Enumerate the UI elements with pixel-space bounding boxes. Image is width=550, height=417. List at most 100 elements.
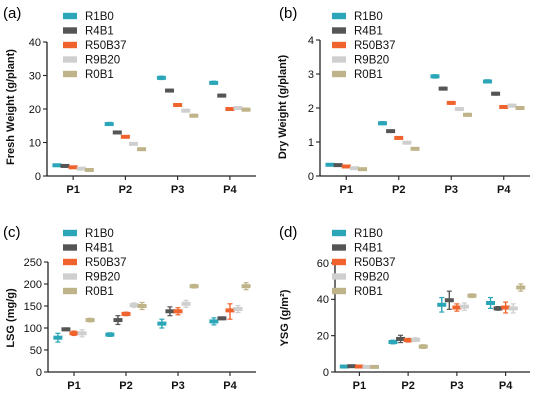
data-point xyxy=(333,163,343,168)
legend-swatch xyxy=(63,258,77,266)
data-point xyxy=(112,130,122,135)
legend: R1B0 R4B1 R50B37 R9B20 R0B1 xyxy=(63,228,127,298)
data-point xyxy=(165,88,175,93)
series-R0B1 xyxy=(84,107,251,172)
data-point xyxy=(173,309,183,314)
data-point xyxy=(507,103,517,108)
data-point xyxy=(347,364,357,369)
y-tick-label: 50 xyxy=(30,345,42,357)
data-point xyxy=(53,335,63,340)
data-point xyxy=(241,284,251,289)
y-tick-label: 3 xyxy=(308,69,314,81)
legend-entry: R4B1 xyxy=(85,243,114,255)
series-R50B37 xyxy=(354,301,511,369)
data-point xyxy=(454,107,464,112)
data-point xyxy=(137,147,147,152)
legend: R1B0 R4B1 R50B37 R9B20 R0B1 xyxy=(332,228,396,298)
data-point xyxy=(499,104,509,109)
data-point xyxy=(233,307,243,312)
legend-entry: R0B1 xyxy=(354,69,383,81)
data-point xyxy=(77,331,87,336)
y-tick-label: 40 xyxy=(317,294,329,306)
legend-entry: R0B1 xyxy=(85,69,114,81)
data-point xyxy=(341,164,351,169)
data-point xyxy=(386,129,396,134)
data-point xyxy=(120,134,130,139)
y-tick-label: 150 xyxy=(24,301,42,313)
x-tick-label: P4 xyxy=(499,380,513,392)
panel-label: (d) xyxy=(279,224,297,241)
data-point xyxy=(113,318,123,323)
data-point xyxy=(217,316,227,321)
x-tick-label: P2 xyxy=(119,380,132,392)
chart-panel-3: (c) 0 50 100 150 200 250 P1 P2 P3 P4 LSG (mg/g) R1B0… xyxy=(3,224,256,392)
data-point xyxy=(463,112,473,117)
legend-entry: R50B37 xyxy=(354,40,396,52)
series-R9B20 xyxy=(76,105,243,171)
data-point xyxy=(241,107,251,112)
data-point xyxy=(209,319,219,324)
data-point xyxy=(225,107,235,111)
x-tick-label: P3 xyxy=(171,380,184,392)
chart-panel-1: (a) 0 10 20 30 40 P1 P2 P3 P4 Fresh Weight (g/plan… xyxy=(3,5,256,196)
data-point xyxy=(128,141,138,146)
data-point xyxy=(137,304,147,308)
data-point xyxy=(84,167,94,172)
legend-swatch xyxy=(332,273,346,280)
legend-entry: R1B0 xyxy=(85,11,114,23)
legend-swatch xyxy=(63,287,77,295)
x-tick-label: P2 xyxy=(119,184,132,196)
data-point xyxy=(486,300,496,305)
data-point xyxy=(411,337,421,342)
x-tick-label: P2 xyxy=(401,380,414,392)
data-point xyxy=(68,165,78,170)
legend-entry: R9B20 xyxy=(354,272,389,284)
data-point xyxy=(61,327,71,332)
data-point xyxy=(121,311,131,316)
data-point xyxy=(515,106,525,110)
series-R0B1 xyxy=(369,283,526,369)
data-point xyxy=(189,284,199,289)
legend-swatch xyxy=(63,229,77,237)
data-point xyxy=(501,305,511,310)
data-point xyxy=(181,301,191,306)
series-R1B0 xyxy=(339,296,496,369)
y-tick-label: 200 xyxy=(24,279,42,291)
legend-swatch xyxy=(63,12,77,20)
data-point xyxy=(459,304,469,309)
x-tick-label: P4 xyxy=(497,184,511,196)
data-point xyxy=(325,162,335,167)
y-tick-label: 20 xyxy=(29,104,41,116)
data-point xyxy=(209,80,219,85)
legend: R1B0 R4B1 R50B37 R9B20 R0B1 xyxy=(63,11,127,81)
data-point xyxy=(437,302,447,307)
data-point xyxy=(403,338,413,343)
y-axis-title: Dry Weight (g/plant) xyxy=(277,55,289,160)
series-R50B37 xyxy=(341,100,509,169)
legend-entry: R1B0 xyxy=(354,228,383,240)
x-tick-label: P3 xyxy=(450,380,463,392)
y-tick-label: 60 xyxy=(317,258,329,270)
data-point xyxy=(76,166,86,171)
legend: R1B0 R4B1 R50B37 R9B20 R0B1 xyxy=(332,11,396,81)
y-tick-label: 0 xyxy=(36,367,42,379)
series-R4B1 xyxy=(60,88,227,168)
y-axis-title: Fresh Weight (g/plant) xyxy=(5,49,17,165)
data-point xyxy=(438,86,448,91)
data-point xyxy=(105,332,115,337)
data-point xyxy=(418,344,428,349)
legend-entry: R0B1 xyxy=(354,286,383,298)
data-point xyxy=(410,146,420,151)
data-point xyxy=(156,75,166,80)
series-R4B1 xyxy=(347,290,503,369)
legend-swatch xyxy=(332,244,346,251)
series-R4B1 xyxy=(61,306,227,332)
series-R1B0 xyxy=(325,74,492,167)
x-tick-label: P1 xyxy=(67,380,80,392)
y-axis-title: YSG (g/m²) xyxy=(279,289,291,346)
series-R1B0 xyxy=(53,317,219,343)
data-point xyxy=(339,364,349,369)
series-R9B20 xyxy=(362,302,518,369)
x-tick-label: P4 xyxy=(223,380,237,392)
